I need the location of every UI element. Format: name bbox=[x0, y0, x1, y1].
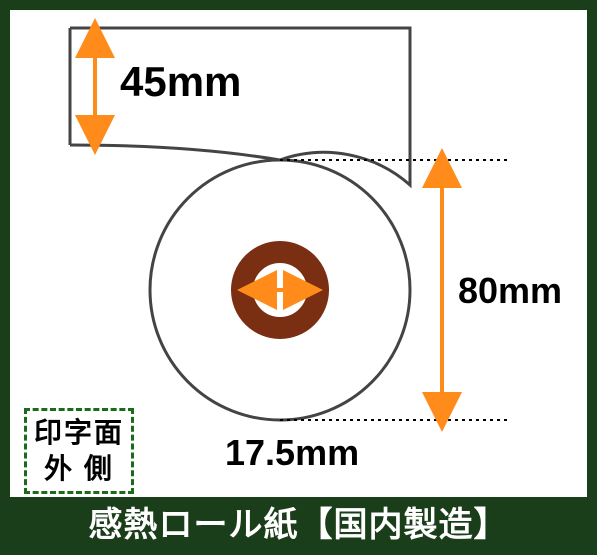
bottom-bar: 感熱ロール紙【国内製造】 bbox=[10, 497, 587, 545]
label-core: 17.5mm bbox=[225, 432, 359, 474]
print-side-line2: 外 側 bbox=[44, 451, 114, 487]
label-width: 45mm bbox=[120, 58, 241, 106]
diagram-frame: 45mm 80mm 17.5mm 印字面 外 側 感熱ロール紙【国内製造】 bbox=[0, 0, 597, 555]
roll-sheet-outline bbox=[70, 28, 410, 185]
print-side-box: 印字面 外 側 bbox=[24, 408, 134, 494]
print-side-line1: 印字面 bbox=[34, 415, 124, 451]
bottom-bar-text: 感熱ロール紙【国内製造】 bbox=[89, 497, 509, 546]
roll-sheet-bottom-curve bbox=[70, 145, 280, 160]
label-diameter: 80mm bbox=[458, 270, 562, 312]
